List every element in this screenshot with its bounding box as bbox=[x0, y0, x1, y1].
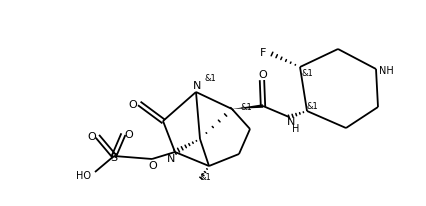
Text: O: O bbox=[129, 99, 137, 109]
Text: NH: NH bbox=[379, 66, 393, 76]
Text: N: N bbox=[287, 116, 295, 126]
Text: H: H bbox=[292, 123, 299, 133]
Text: &1: &1 bbox=[301, 69, 313, 78]
Text: &1: &1 bbox=[204, 74, 216, 83]
Text: N: N bbox=[193, 81, 201, 91]
Text: S: S bbox=[110, 152, 118, 162]
Text: F: F bbox=[260, 48, 266, 58]
Text: HO: HO bbox=[75, 170, 90, 180]
Text: O: O bbox=[149, 160, 157, 170]
Text: &1: &1 bbox=[199, 173, 211, 182]
Text: O: O bbox=[88, 131, 96, 141]
Text: N: N bbox=[167, 153, 175, 163]
Text: O: O bbox=[125, 129, 133, 139]
Text: O: O bbox=[259, 70, 268, 80]
Polygon shape bbox=[232, 105, 263, 109]
Text: &1: &1 bbox=[306, 102, 318, 111]
Text: &1: &1 bbox=[240, 103, 252, 112]
